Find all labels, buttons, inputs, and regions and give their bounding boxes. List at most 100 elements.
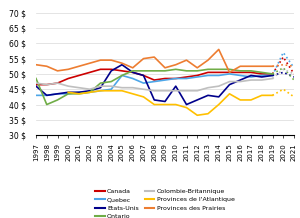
Colombie-Britannique [131,86,134,89]
Ontario [271,73,274,75]
Ontario [152,70,156,72]
Colombie-Britannique [206,86,210,89]
Ontario [206,68,210,71]
Provinces des Prairies [228,71,231,74]
Etats-Unis [110,70,113,72]
Quebec [217,74,220,77]
Etats-Unis [228,83,231,86]
Ontario [88,91,92,94]
Etats-Unis [99,86,102,89]
Quebec [67,92,70,95]
Colombie-Britannique [260,79,264,81]
Canada [271,73,274,75]
Etats-Unis [45,94,49,97]
Provinces de l'Atlantique [88,91,92,94]
Provinces des Prairies [206,59,210,61]
Canada [34,83,38,86]
Provinces de l'Atlantique [77,92,81,95]
Etats-Unis [174,85,178,87]
Quebec [120,74,124,77]
Ontario [249,70,253,72]
Etats-Unis [249,74,253,77]
Provinces de l'Atlantique [206,112,210,115]
Quebec [185,77,188,80]
Etats-Unis [217,95,220,98]
Colombie-Britannique [45,83,49,86]
Etats-Unis [120,63,124,66]
Quebec [196,76,199,78]
Quebec [34,94,38,97]
Ontario [260,71,264,74]
Provinces des Prairies [131,66,134,69]
Colombie-Britannique [34,82,38,84]
Colombie-Britannique [120,86,124,89]
Colombie-Britannique [88,88,92,90]
Provinces des Prairies [152,56,156,58]
Quebec [56,92,59,95]
Quebec [110,88,113,90]
Provinces de l'Atlantique [196,114,199,117]
Provinces des Prairies [163,66,167,69]
Etats-Unis [185,103,188,106]
Canada [67,77,70,80]
Canada [56,82,59,84]
Etats-Unis [260,76,264,78]
Colombie-Britannique [185,89,188,92]
Canada [142,74,145,77]
Colombie-Britannique [110,85,113,87]
Provinces des Prairies [88,62,92,65]
Quebec [271,74,274,77]
Quebec [238,74,242,77]
Line: Quebec: Quebec [36,74,272,95]
Etats-Unis [271,74,274,77]
Etats-Unis [142,74,145,77]
Provinces de l'Atlantique [67,91,70,94]
Ontario [185,70,188,72]
Provinces des Prairies [34,63,38,66]
Colombie-Britannique [196,89,199,92]
Etats-Unis [163,100,167,103]
Provinces de l'Atlantique [110,89,113,92]
Canada [163,77,167,80]
Quebec [142,82,145,84]
Etats-Unis [88,89,92,92]
Provinces des Prairies [77,65,81,68]
Quebec [152,80,156,83]
Etats-Unis [77,91,81,94]
Provinces des Prairies [120,62,124,65]
Provinces de l'Atlantique [271,94,274,97]
Ontario [56,99,59,101]
Canada [88,71,92,74]
Quebec [99,89,102,92]
Provinces des Prairies [110,59,113,61]
Etats-Unis [34,85,38,87]
Ontario [120,74,124,77]
Line: Ontario: Ontario [36,69,272,105]
Line: Colombie-Britannique: Colombie-Britannique [36,78,272,91]
Line: Provinces de l'Atlantique: Provinces de l'Atlantique [68,91,272,115]
Quebec [260,74,264,77]
Ontario [217,68,220,71]
Ontario [34,77,38,80]
Ontario [142,70,145,72]
Provinces de l'Atlantique [238,99,242,101]
Quebec [228,73,231,75]
Provinces de l'Atlantique [142,95,145,98]
Line: Provinces des Prairies: Provinces des Prairies [36,49,272,72]
Colombie-Britannique [56,82,59,84]
Provinces des Prairies [45,65,49,68]
Colombie-Britannique [163,89,167,92]
Provinces de l'Atlantique [174,103,178,106]
Provinces de l'Atlantique [260,94,264,97]
Colombie-Britannique [238,80,242,83]
Colombie-Britannique [271,77,274,80]
Provinces des Prairies [238,65,242,68]
Canada [131,71,134,74]
Quebec [88,91,92,94]
Canada [185,76,188,78]
Etats-Unis [196,99,199,101]
Etats-Unis [131,71,134,74]
Canada [99,68,102,71]
Canada [110,68,113,71]
Provinces de l'Atlantique [120,89,124,92]
